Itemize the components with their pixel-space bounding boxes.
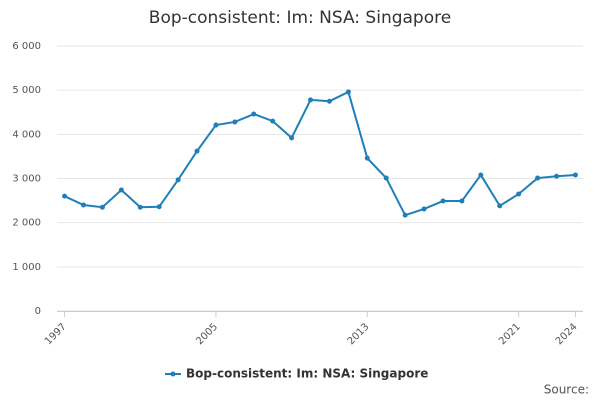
point [62,193,68,199]
point [137,204,143,210]
x-tick-label: 2005 [194,321,220,347]
point [194,148,200,154]
x-tick-label: 2013 [346,321,372,347]
point [572,172,578,178]
point [232,119,238,125]
point [402,212,408,218]
point [308,97,314,103]
point [440,198,446,204]
legend-label: Bop-consistent: Im: NSA: Singapore [186,367,428,381]
chart-title: Bop-consistent: Im: NSA: Singapore [149,8,451,28]
point [516,191,522,197]
legend-marker [170,371,176,377]
y-tick-label: 3 000 [12,174,41,185]
y-tick-label: 1 000 [12,262,41,273]
x-tick-label: 2021 [497,321,523,347]
point [99,204,105,210]
point [497,203,503,209]
point [383,175,389,181]
source: Source: [544,383,589,397]
series-line [64,90,576,217]
point [326,98,332,104]
point [251,111,257,117]
point [478,172,484,178]
point [421,206,427,212]
x-tick-label: 1997 [43,321,69,347]
point [535,175,541,181]
y-tick-label: 6 000 [12,41,41,52]
point [270,118,276,124]
point [213,122,219,128]
y-tick-label: 4 000 [12,129,41,140]
point [80,202,86,208]
y-tick-label: 5 000 [12,85,41,96]
point [118,187,124,193]
point [175,177,181,183]
point [364,155,370,161]
point [156,204,162,210]
point [554,173,560,179]
y-tick-label: 0 [35,306,41,317]
x-tick-label: 2024 [554,321,580,347]
y-tick-label: 2 000 [12,218,41,229]
point [459,198,465,204]
point [345,89,351,95]
point [289,135,295,141]
